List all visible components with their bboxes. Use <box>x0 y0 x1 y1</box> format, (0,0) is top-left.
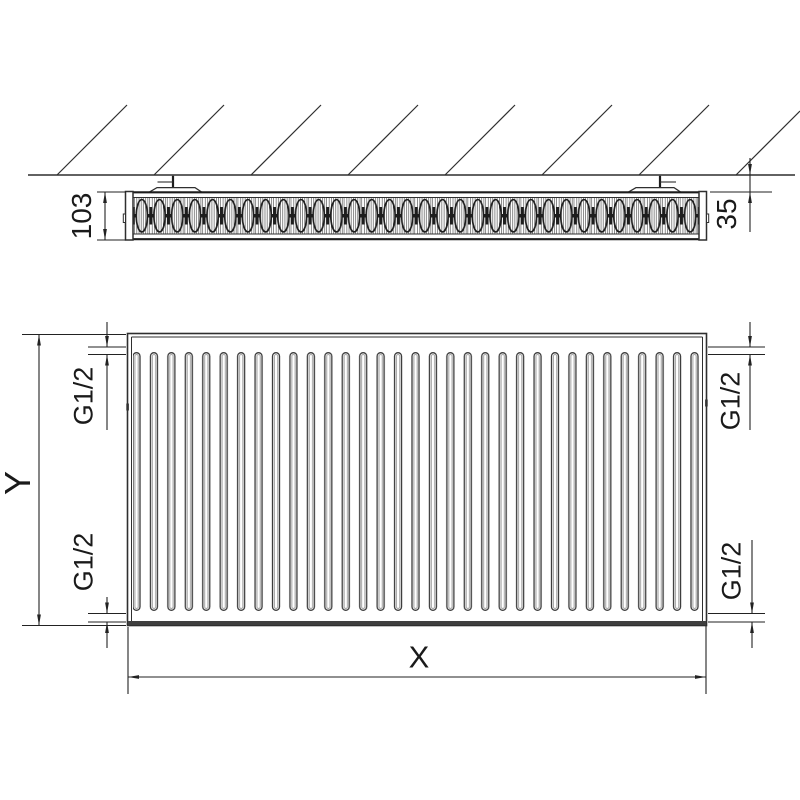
connection-thread-label-bottom-right: G1/2 <box>716 541 747 601</box>
connection-thread-label-bottom-left: G1/2 <box>68 532 99 592</box>
connection-thread-label-top-right: G1/2 <box>715 371 746 431</box>
dimension-height-y <box>22 333 126 627</box>
length-dimension-label: X <box>408 639 430 675</box>
dimension-g12-top-left <box>88 322 126 430</box>
wall-offset-dimension-label: 35 <box>711 198 742 230</box>
dimension-g12-bottom-left <box>88 597 126 648</box>
connection-thread-label-top-left: G1/2 <box>68 366 99 426</box>
radiator-top-view <box>122 190 710 241</box>
mounting-bracket-left <box>146 175 205 193</box>
mounting-bracket-right <box>625 175 684 193</box>
dimension-wall-offset-35 <box>710 158 772 232</box>
dimension-depth-103 <box>97 191 126 241</box>
dimension-g12-top-right <box>708 322 765 430</box>
depth-dimension-label: 103 <box>66 192 97 240</box>
radiator-front-view <box>126 332 708 627</box>
height-dimension-label: Y <box>0 470 38 496</box>
dimension-g12-bottom-right <box>708 540 765 648</box>
dimension-length-x <box>127 626 707 694</box>
wall-hatching <box>56 104 800 176</box>
